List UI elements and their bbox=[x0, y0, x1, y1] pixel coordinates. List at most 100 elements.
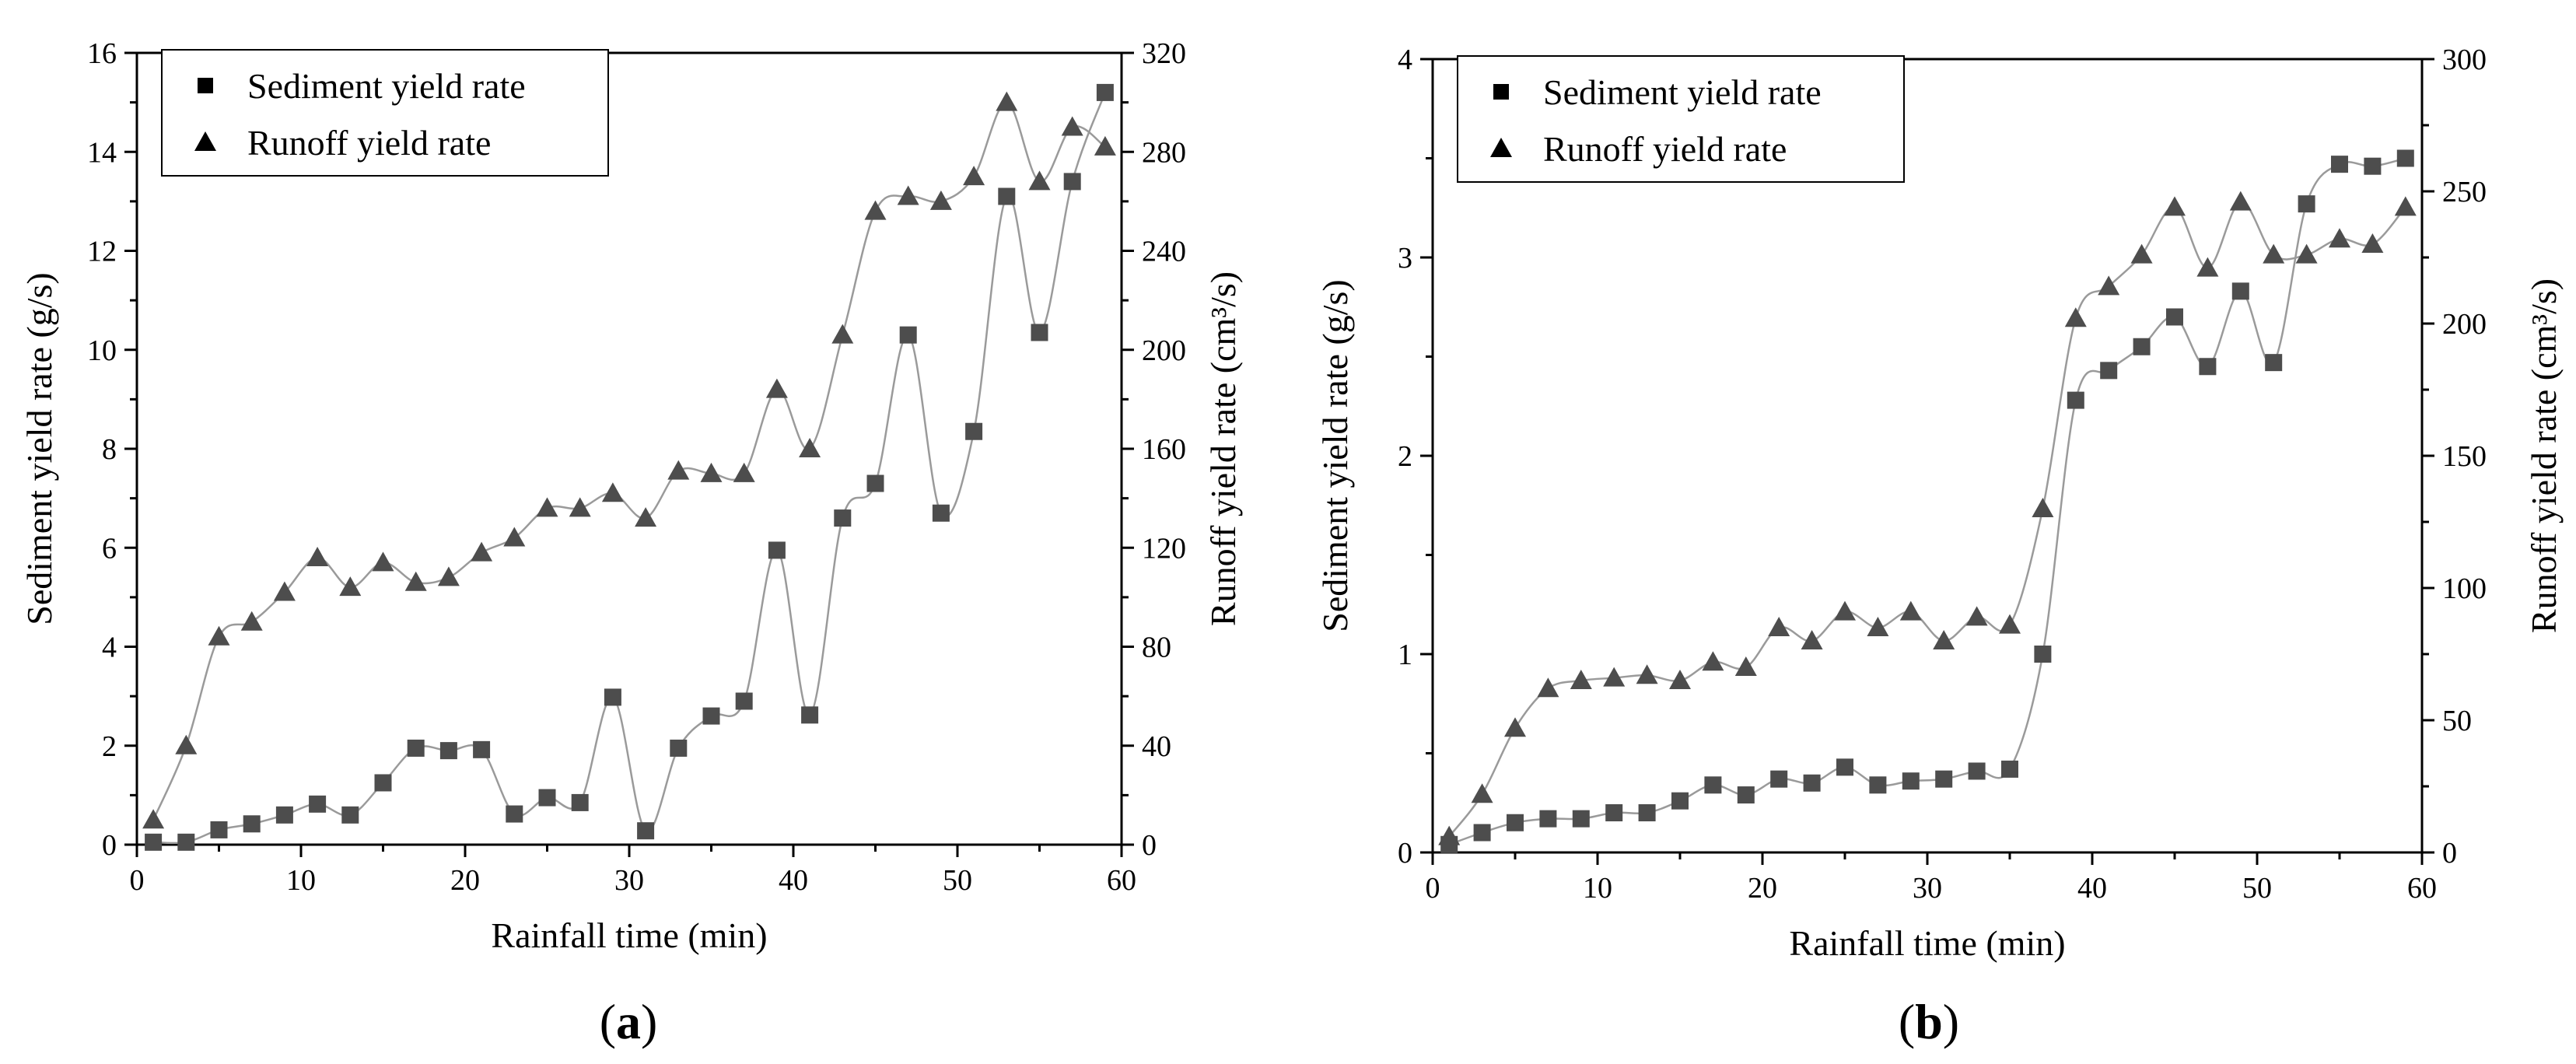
data-point-sediment bbox=[866, 474, 884, 492]
data-point-sediment bbox=[1935, 770, 1953, 788]
data-point-sediment bbox=[2034, 646, 2052, 663]
data-point-runoff bbox=[2229, 191, 2252, 211]
data-point-sediment bbox=[768, 541, 786, 559]
data-point-runoff bbox=[437, 566, 460, 586]
data-point-runoff bbox=[306, 546, 329, 566]
x-axis-label: Rainfall time (min) bbox=[491, 915, 767, 955]
data-point-sediment bbox=[1968, 762, 1986, 780]
data-point-runoff bbox=[897, 185, 919, 205]
data-point-sediment bbox=[2331, 156, 2348, 173]
y-left-tick-label: 2 bbox=[1398, 440, 1412, 473]
data-point-sediment bbox=[735, 692, 753, 710]
y-right-tick-label: 320 bbox=[1142, 37, 1186, 70]
y-right-tick-label: 280 bbox=[1142, 136, 1186, 169]
data-point-runoff bbox=[273, 581, 296, 601]
y-right-tick-label: 160 bbox=[1142, 433, 1186, 466]
data-point-sediment bbox=[965, 422, 983, 440]
data-point-runoff bbox=[996, 91, 1018, 111]
data-point-runoff bbox=[601, 482, 624, 502]
data-point-sediment bbox=[932, 504, 950, 522]
data-point-sediment bbox=[309, 795, 327, 813]
data-point-sediment bbox=[1869, 776, 1887, 794]
y-left-axis-label: Sediment yield rate (g/s) bbox=[1315, 279, 1355, 632]
data-point-sediment bbox=[2396, 149, 2414, 167]
data-point-runoff bbox=[929, 190, 952, 210]
data-point-runoff bbox=[2164, 196, 2186, 216]
data-point-sediment bbox=[637, 822, 655, 840]
data-point-runoff bbox=[2295, 243, 2318, 264]
data-point-runoff bbox=[2361, 233, 2384, 253]
data-point-runoff bbox=[208, 625, 230, 646]
legend-box bbox=[161, 49, 609, 177]
panel-label-close: ) bbox=[641, 994, 657, 1049]
x-tick-label: 50 bbox=[2242, 872, 2272, 905]
x-tick-label: 60 bbox=[2407, 872, 2437, 905]
data-point-sediment bbox=[177, 833, 195, 851]
data-point-runoff bbox=[372, 551, 394, 572]
data-point-sediment bbox=[538, 789, 556, 807]
data-point-runoff bbox=[2032, 498, 2054, 517]
data-point-sediment bbox=[2364, 157, 2382, 175]
data-point-runoff bbox=[864, 200, 887, 220]
data-point-sediment bbox=[670, 739, 688, 757]
y-right-tick-label: 300 bbox=[2442, 44, 2487, 76]
data-point-runoff bbox=[2394, 196, 2417, 216]
panel-label-letter: a bbox=[616, 994, 641, 1049]
data-point-sediment bbox=[1063, 173, 1081, 191]
y-left-tick-label: 16 bbox=[87, 37, 117, 70]
y-right-tick-label: 50 bbox=[2442, 705, 2472, 737]
data-point-runoff bbox=[1438, 825, 1461, 845]
chart-panel-b: 0 10 20 30 40 50 6001234050100150200250300Rain… bbox=[1315, 44, 2564, 1049]
data-point-runoff bbox=[1834, 600, 1856, 621]
x-tick-label: 0 bbox=[130, 864, 145, 897]
y-right-tick-label: 250 bbox=[2442, 176, 2487, 208]
data-point-runoff bbox=[404, 571, 427, 591]
data-point-runoff bbox=[1471, 783, 1493, 803]
data-point-sediment bbox=[2166, 308, 2183, 326]
data-point-sediment bbox=[801, 706, 819, 724]
legend-runoff-marker bbox=[1490, 138, 1512, 157]
data-point-runoff bbox=[1867, 617, 1889, 636]
data-point-runoff bbox=[1933, 630, 1955, 649]
panel-label-letter: b bbox=[1915, 994, 1943, 1049]
data-point-runoff bbox=[1061, 116, 1083, 136]
y-left-tick-label: 3 bbox=[1398, 242, 1412, 275]
panel-label: (b) bbox=[1899, 994, 1959, 1049]
data-point-sediment bbox=[702, 707, 720, 725]
data-point-sediment bbox=[473, 740, 491, 758]
data-point-runoff bbox=[2196, 257, 2219, 277]
data-point-runoff bbox=[1570, 670, 1592, 689]
data-point-sediment bbox=[506, 805, 523, 823]
data-point-sediment bbox=[1096, 83, 1114, 101]
y-right-tick-label: 0 bbox=[1142, 829, 1157, 862]
x-tick-label: 0 bbox=[1426, 872, 1440, 905]
data-point-runoff bbox=[1702, 651, 1724, 671]
data-point-runoff bbox=[339, 576, 362, 597]
data-point-sediment bbox=[2298, 195, 2315, 213]
data-point-sediment bbox=[1539, 810, 1557, 828]
y-left-tick-label: 4 bbox=[1398, 44, 1412, 76]
data-point-sediment bbox=[2067, 391, 2084, 409]
y-left-tick-label: 2 bbox=[102, 730, 117, 763]
x-tick-label: 30 bbox=[1913, 872, 1942, 905]
y-right-tick-label: 40 bbox=[1142, 730, 1171, 763]
x-tick-label: 20 bbox=[450, 864, 480, 897]
y-right-axis-label: Runoff yield rate (cm³/s) bbox=[1203, 271, 1243, 626]
data-point-runoff bbox=[1504, 717, 1526, 737]
data-point-sediment bbox=[1031, 324, 1048, 341]
data-point-runoff bbox=[963, 166, 985, 186]
data-point-runoff bbox=[667, 460, 690, 480]
data-point-runoff bbox=[1094, 135, 1116, 156]
x-tick-label: 20 bbox=[1748, 872, 1777, 905]
legend-runoff-marker bbox=[194, 131, 216, 151]
legend-sediment-marker bbox=[1493, 84, 1509, 100]
data-point-sediment bbox=[998, 187, 1016, 205]
y-right-tick-label: 240 bbox=[1142, 236, 1186, 268]
panel-label-close: ) bbox=[1943, 994, 1959, 1049]
data-point-sediment bbox=[2265, 354, 2283, 372]
data-point-sediment bbox=[2133, 338, 2151, 355]
data-point-runoff bbox=[1768, 617, 1790, 636]
data-point-runoff bbox=[1636, 664, 1658, 684]
series-line-runoff bbox=[1448, 201, 2406, 838]
